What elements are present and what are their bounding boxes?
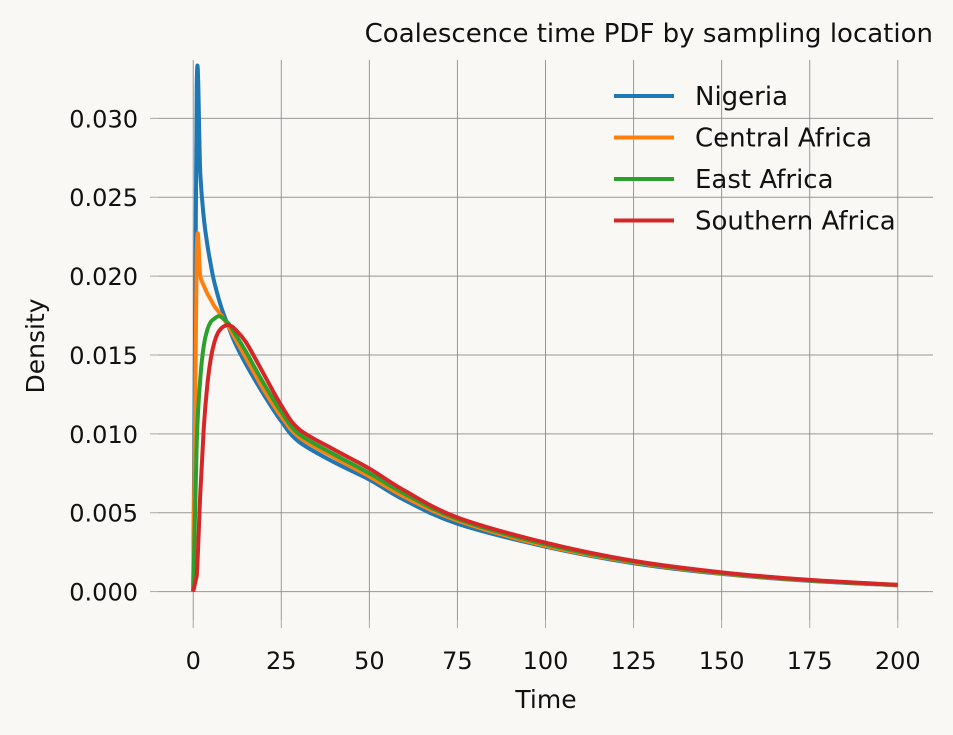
x-tick-label: 25	[266, 647, 297, 675]
x-tick-label: 0	[186, 647, 201, 675]
y-tick-label: 0.005	[69, 500, 138, 528]
chart-title: Coalescence time PDF by sampling locatio…	[365, 19, 933, 49]
x-tick-label: 75	[442, 647, 473, 675]
legend-label-southern-africa: Southern Africa	[695, 207, 896, 237]
x-tick-label: 100	[523, 647, 569, 675]
y-axis-label: Density	[21, 298, 50, 393]
grid	[158, 60, 933, 620]
legend: Nigeria Central Africa East Africa Southern…	[614, 82, 896, 237]
x-tick-label: 150	[699, 647, 745, 675]
y-tick-label: 0.010	[69, 421, 138, 449]
y-tick-label: 0.020	[69, 263, 138, 291]
y-tick-label: 0.025	[69, 184, 138, 212]
legend-label-nigeria: Nigeria	[695, 82, 788, 112]
y-tick-label: 0.030	[69, 105, 138, 133]
plot-lines	[191, 63, 898, 593]
y-tick-label: 0.000	[69, 579, 138, 607]
x-tick-label: 175	[787, 647, 833, 675]
y-tick-label: 0.015	[69, 342, 138, 370]
x-tick-label: 125	[611, 647, 657, 675]
x-tick-label: 200	[875, 647, 921, 675]
series-line-southern-africa	[191, 322, 898, 593]
axis-ticks: 0 25 50 75 100 125 150 175 200 0.000 0.005 0.010 0.0…	[69, 105, 920, 675]
legend-label-central-africa: Central Africa	[695, 124, 872, 154]
x-tick-label: 50	[354, 647, 385, 675]
x-axis-label: Time	[514, 685, 576, 714]
legend-label-east-africa: East Africa	[695, 165, 834, 195]
